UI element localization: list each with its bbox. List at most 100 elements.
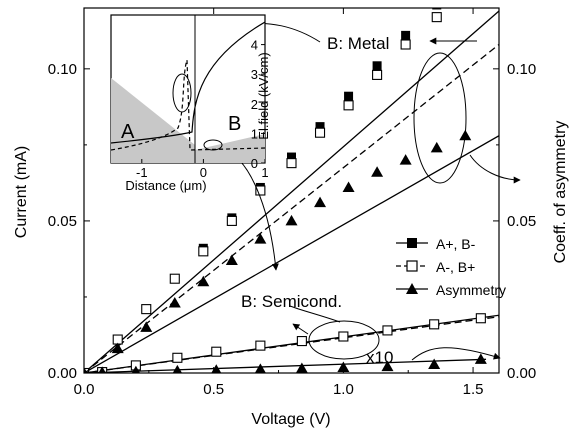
legend: A+, B- A-, B+ Asymmetry: [396, 236, 506, 298]
annotation-semicond: B: Semicond.: [241, 292, 342, 311]
semicond-arrow-left: [292, 323, 309, 335]
data-point-filled-square: [432, 8, 442, 10]
data-point-filled-triangle: [474, 353, 487, 364]
data-point-filled-triangle: [285, 214, 298, 226]
data-point-filled-triangle: [371, 166, 384, 177]
data-point-filled-triangle: [84, 367, 88, 373]
data-point-open-square: [226, 215, 237, 226]
x-axis-label: Voltage (V): [251, 411, 330, 428]
series-line: [84, 10, 499, 373]
data-point-filled-triangle: [381, 360, 394, 372]
data-point-filled-triangle: [111, 342, 124, 354]
x10-arrow: [411, 347, 501, 361]
data-point-filled-triangle: [337, 361, 350, 373]
data-point-filled-triangle: [211, 364, 222, 373]
series-layer: [84, 8, 499, 373]
data-point-filled-triangle: [314, 196, 327, 208]
inset-y-tick-label: 3: [251, 67, 258, 82]
data-point-open-square: [172, 352, 183, 363]
data-point-filled-triangle: [140, 321, 153, 332]
semicond-group-ellipse: [308, 320, 380, 360]
inset-x-tick-label: 0: [200, 165, 207, 180]
y-tick-label-right: 0.00: [507, 365, 536, 382]
annotation-x10: x10: [366, 348, 393, 367]
inset-y-tick-label: 2: [251, 97, 258, 112]
data-point-filled-triangle: [98, 366, 106, 373]
inset-curve-solid: [111, 21, 265, 144]
data-point-open-square: [255, 340, 266, 351]
legend-label-asymmetry: Asymmetry: [436, 282, 506, 298]
x-tick-label: 0.5: [203, 381, 224, 398]
data-point-open-square: [372, 69, 383, 80]
data-point-open-square: [382, 325, 393, 336]
data-point-open-square: [343, 100, 354, 111]
series-line: [84, 135, 499, 373]
inset-y-tick-label: 4: [251, 38, 258, 53]
data-point-open-square: [255, 185, 266, 196]
annotation-metal: B: Metal: [327, 34, 389, 53]
inset-region-label-b: B: [228, 113, 241, 135]
data-point-filled-square: [315, 122, 325, 132]
metal-group-ellipse: [413, 52, 467, 184]
y-axis-label-left: Current (mA): [13, 146, 30, 238]
series-line: [84, 316, 499, 373]
y-tick-label-right: 0.10: [507, 61, 536, 78]
data-point-open-square: [286, 158, 297, 169]
data-point-open-square: [211, 346, 222, 357]
data-point-filled-triangle: [225, 254, 238, 265]
data-point-open-square: [296, 336, 307, 347]
data-point-open-square: [198, 246, 209, 257]
data-point-filled-square: [401, 30, 411, 40]
legend-marker-open-square: [406, 260, 418, 272]
y-axis-label-right: Coeff. of asymmetry: [552, 121, 569, 264]
y-tick-label-left: 0.00: [48, 365, 77, 382]
data-point-open-square: [84, 367, 90, 373]
x-tick-label: 0.0: [74, 381, 95, 398]
data-point-open-square: [400, 39, 411, 50]
data-point-filled-triangle: [399, 154, 412, 165]
inset-x-tick-label: 1: [261, 165, 268, 180]
y-tick-label-left: 0.10: [48, 61, 77, 78]
data-point-filled-triangle: [342, 181, 355, 192]
data-point-open-square: [475, 313, 486, 324]
data-point-filled-square: [287, 152, 296, 162]
inset-x-tick-label: -1: [136, 165, 148, 180]
data-point-filled-triangle: [197, 275, 210, 287]
legend-marker-filled-square: [407, 238, 417, 248]
inset-x-label: Distance (μm): [125, 178, 206, 193]
inset-ellipse-b: [203, 139, 223, 151]
data-point-open-square: [314, 127, 326, 138]
inset-region-a-shade: [111, 78, 195, 163]
x-tick-label: 1.0: [333, 381, 354, 398]
semicond-arrow-up: [289, 305, 341, 323]
data-point-filled-triangle: [172, 364, 183, 373]
legend-marker-filled-triangle: [406, 283, 418, 294]
data-point-filled-triangle: [254, 233, 267, 244]
y-tick-label-left: 0.05: [48, 213, 77, 230]
data-point-filled-triangle: [131, 365, 140, 373]
inset-y-tick-label: 1: [251, 126, 258, 141]
data-point-filled-square: [344, 91, 354, 101]
x-tick-label: 1.5: [463, 381, 484, 398]
inset-y-tick-label: 0: [251, 156, 258, 171]
legend-label-a-plus: A+, B-: [436, 236, 476, 252]
data-point-open-square: [431, 12, 442, 23]
legend-label-a-minus: A-, B+: [436, 259, 475, 275]
y-tick-label-right: 0.05: [507, 213, 536, 230]
inset-y-label: El.field (kV/cm): [256, 52, 271, 139]
inset-curve-dashed: [111, 59, 265, 151]
axis-ticks: 0.0 0.5 1.0 1.5 0.00 0.05 0.10 0.00 0.05 0.10: [48, 8, 536, 398]
data-point-open-square: [169, 273, 180, 284]
data-point-open-square: [141, 304, 152, 315]
inset-ellipse-peak: [172, 73, 192, 113]
data-point-filled-triangle: [254, 363, 266, 373]
data-point-open-square: [429, 319, 440, 330]
data-point-open-square: [338, 331, 349, 342]
data-point-filled-triangle: [430, 141, 443, 153]
plot-frame: [83, 7, 500, 374]
series-line: [84, 358, 487, 373]
data-point-filled-square: [372, 61, 382, 71]
